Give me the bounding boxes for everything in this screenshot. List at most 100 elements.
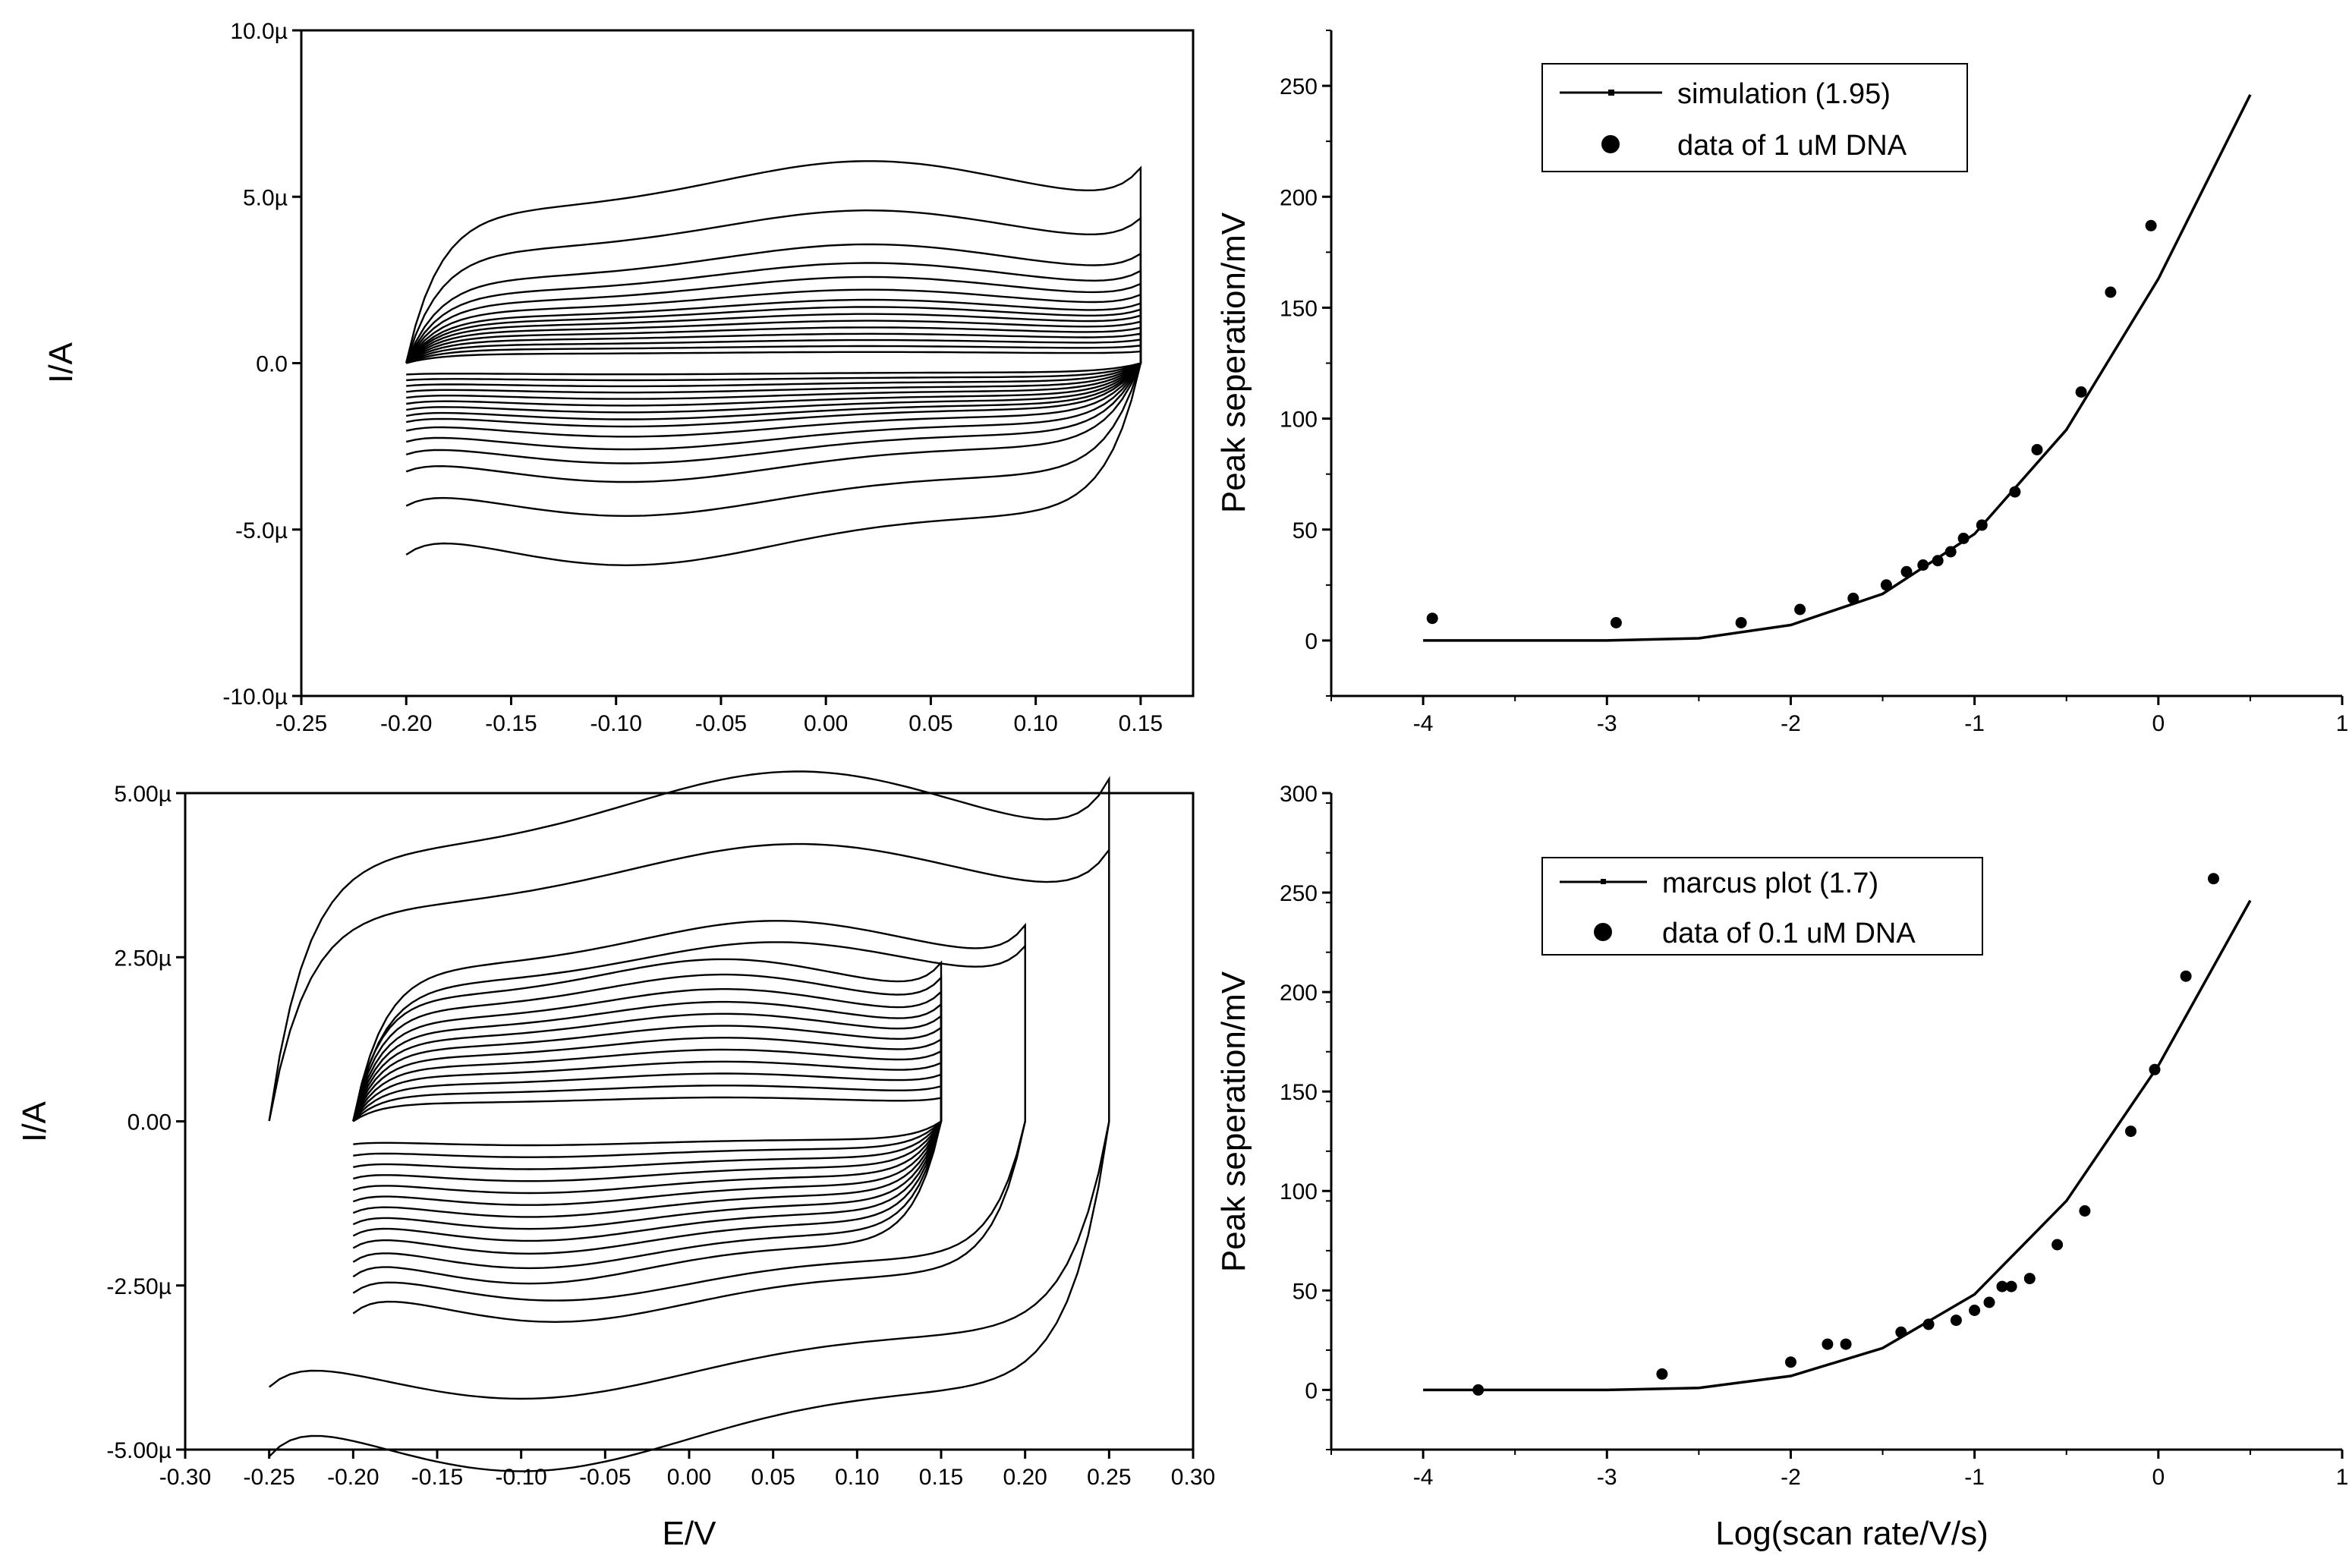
cv-traces: [405, 160, 1142, 567]
cv-trace: [405, 326, 1142, 400]
cv-trace: [268, 770, 1110, 1472]
data-point: [1426, 612, 1438, 625]
data-point: [1922, 1318, 1935, 1330]
data-point: [2005, 1280, 2017, 1292]
data-point: [2180, 970, 2192, 982]
plot-frame: [300, 29, 1195, 697]
legend-frame: [1541, 857, 1983, 956]
x-tick-label: -0.20: [327, 1465, 379, 1490]
y-tick-label: 100: [1280, 408, 1318, 433]
cv-trace: [405, 350, 1142, 376]
cv-trace: [352, 1048, 943, 1195]
data-point: [1472, 1384, 1485, 1396]
cv-trace: [352, 920, 1026, 1324]
cv-trace: [352, 1037, 943, 1206]
y-tick-label: 5.0µ: [243, 185, 288, 210]
y-tick-label: 200: [1280, 185, 1318, 210]
x-tick-label: -0.05: [579, 1465, 631, 1490]
data-point: [1900, 565, 1913, 578]
y-tick-label: 100: [1280, 1179, 1318, 1204]
legend: marcus plot (1.7) data of 0.1 uM DNA: [1541, 857, 1983, 956]
x-tick-label: 0.05: [751, 1465, 795, 1490]
x-tick-label: -4: [1413, 711, 1434, 736]
data-point: [2075, 386, 2087, 398]
legend-entry-simulation: simulation (1.95): [1677, 78, 1891, 110]
x-axis-title: E/V: [663, 1515, 717, 1552]
x-tick-label: 0.10: [835, 1465, 879, 1490]
x-tick-label: 0.15: [919, 1465, 963, 1490]
cv-trace: [352, 1060, 943, 1182]
cv-trace: [352, 958, 943, 1285]
y-tick-label: 0: [1305, 1378, 1318, 1403]
data-point: [1950, 1315, 1962, 1327]
legend-frame: [1541, 63, 1968, 172]
data-point: [1610, 617, 1622, 628]
y-tick-label: 150: [1280, 1080, 1318, 1105]
y-tick-label: 0.0: [256, 352, 288, 377]
y-tick-label: -2.50µ: [106, 1274, 172, 1299]
data-point: [1944, 546, 1957, 558]
data-point: [1822, 1338, 1834, 1350]
cv-trace: [352, 1085, 943, 1158]
panel-sep-1uM: Peak seperation/mV -4 -3 -2 -1 0 1 0 50 100 150 20…: [1215, 30, 2348, 736]
x-tick-label: 0.20: [1003, 1465, 1047, 1490]
data-point: [1847, 592, 1859, 604]
plot-frame: [184, 792, 1195, 1451]
x-tick-label: -0.25: [276, 711, 327, 736]
data-point: [1957, 532, 1970, 544]
data-point: [1840, 1338, 1852, 1350]
cv-trace: [268, 842, 1110, 1400]
cv-trace: [352, 1000, 943, 1242]
data-point: [2145, 219, 2157, 231]
legend: simulation (1.95) data of 1 uM DNA: [1541, 63, 1968, 172]
data-point: [2105, 286, 2117, 298]
x-tick-label: -0.05: [695, 711, 747, 736]
y-tick-label: 0: [1305, 629, 1318, 654]
legend-entry-marcus: marcus plot (1.7): [1662, 867, 1878, 899]
x-tick-label: 0.25: [1087, 1465, 1131, 1490]
data-point: [2023, 1273, 2036, 1285]
y-tick-label: 50: [1293, 518, 1318, 543]
data-point: [1895, 1326, 1907, 1338]
x-tick-label: -3: [1597, 711, 1617, 736]
cv-trace: [405, 320, 1142, 407]
y-axis-title: I/A: [16, 1100, 53, 1141]
y-tick-label: -5.0µ: [235, 518, 288, 543]
y-tick-label: 0.00: [128, 1110, 172, 1135]
x-tick-label: -0.15: [485, 711, 537, 736]
x-tick-label: -0.20: [380, 711, 432, 736]
y-tick-label: 200: [1280, 981, 1318, 1006]
panel-sep-0.1uM: Peak seperation/mV Log(scan rate/V/s) -4…: [1215, 782, 2348, 1552]
y-tick-label: 5.00µ: [114, 782, 172, 807]
data-point: [2051, 1239, 2064, 1251]
x-tick-label: 0.15: [1119, 711, 1163, 736]
series-marks: [1423, 873, 2252, 1396]
data-point: [2125, 1126, 2136, 1138]
cv-trace: [405, 160, 1142, 567]
x-tick-label: -0.25: [243, 1465, 294, 1490]
x-tick-label: 1: [2336, 1465, 2349, 1490]
ticks: -4 -3 -2 -1 0 1 0 50 100 150 200 250 300: [1280, 782, 2348, 1490]
data-point: [1785, 1356, 1796, 1368]
x-tick-label: -0.10: [495, 1465, 546, 1490]
data-point: [1735, 617, 1747, 628]
y-tick-label: 250: [1280, 74, 1318, 99]
cv-trace: [352, 1096, 943, 1147]
data-point: [2009, 486, 2021, 498]
y-tick-label: 2.50µ: [114, 946, 172, 971]
cv-trace: [405, 288, 1142, 438]
x-tick-label: 0.05: [908, 711, 953, 736]
x-tick-label: 1: [2336, 711, 2349, 736]
x-tick-label: -2: [1781, 711, 1801, 736]
simulation-line: [1423, 899, 2252, 1392]
data-point: [1880, 579, 1892, 591]
x-tick-label: -1: [1964, 1465, 1985, 1490]
data-point: [1996, 1280, 2008, 1292]
x-axis-title: Log(scan rate/V/s): [1715, 1515, 1988, 1552]
data-point: [2031, 444, 2043, 455]
y-axis-title: Peak seperation/mV: [1215, 212, 1252, 513]
y-tick-label: 50: [1293, 1279, 1318, 1304]
cv-trace: [352, 988, 943, 1255]
x-tick-label: 0: [2152, 711, 2165, 736]
